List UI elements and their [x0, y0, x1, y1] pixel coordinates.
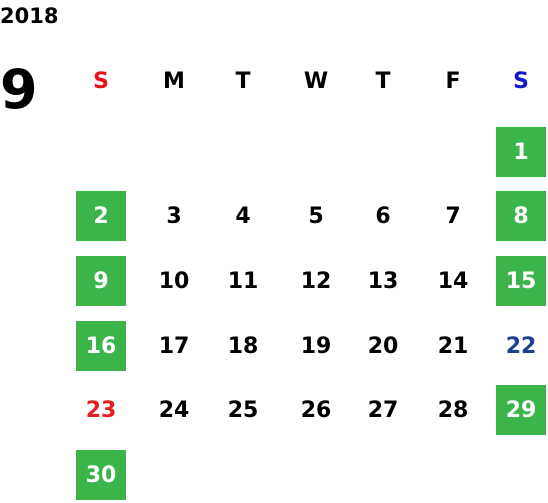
day: 13	[367, 268, 399, 294]
weekday: T	[375, 68, 391, 94]
day: 22	[505, 333, 537, 359]
month: 9	[0, 58, 38, 121]
day: 17	[158, 333, 190, 359]
day-highlighted: 15	[496, 256, 546, 306]
weekday: T	[235, 68, 251, 94]
day: 6	[375, 203, 391, 229]
weekday: M	[163, 68, 185, 94]
day: 10	[158, 268, 190, 294]
weekday: S	[93, 68, 109, 94]
day: 28	[437, 397, 469, 423]
day: 12	[300, 268, 332, 294]
day-highlighted: 2	[76, 191, 126, 241]
day-highlighted: 1	[496, 127, 546, 177]
day: 5	[308, 203, 324, 229]
day-highlighted: 30	[76, 450, 126, 500]
day: 24	[158, 397, 190, 423]
day-highlighted: 8	[496, 191, 546, 241]
day: 11	[227, 268, 259, 294]
day-highlighted: 9	[76, 256, 126, 306]
day-highlighted: 16	[76, 321, 126, 371]
day: 20	[367, 333, 399, 359]
day: 26	[300, 397, 332, 423]
weekday: W	[303, 68, 329, 94]
day: 23	[85, 397, 117, 423]
day: 21	[437, 333, 469, 359]
day: 4	[235, 203, 251, 229]
weekday: F	[445, 68, 461, 94]
day: 7	[445, 203, 461, 229]
day: 27	[367, 397, 399, 423]
day: 18	[227, 333, 259, 359]
day-highlighted: 29	[496, 385, 546, 435]
year: 2018	[0, 4, 59, 28]
day: 25	[227, 397, 259, 423]
weekday: S	[513, 68, 529, 94]
day: 14	[437, 268, 469, 294]
day: 19	[300, 333, 332, 359]
day: 3	[166, 203, 182, 229]
